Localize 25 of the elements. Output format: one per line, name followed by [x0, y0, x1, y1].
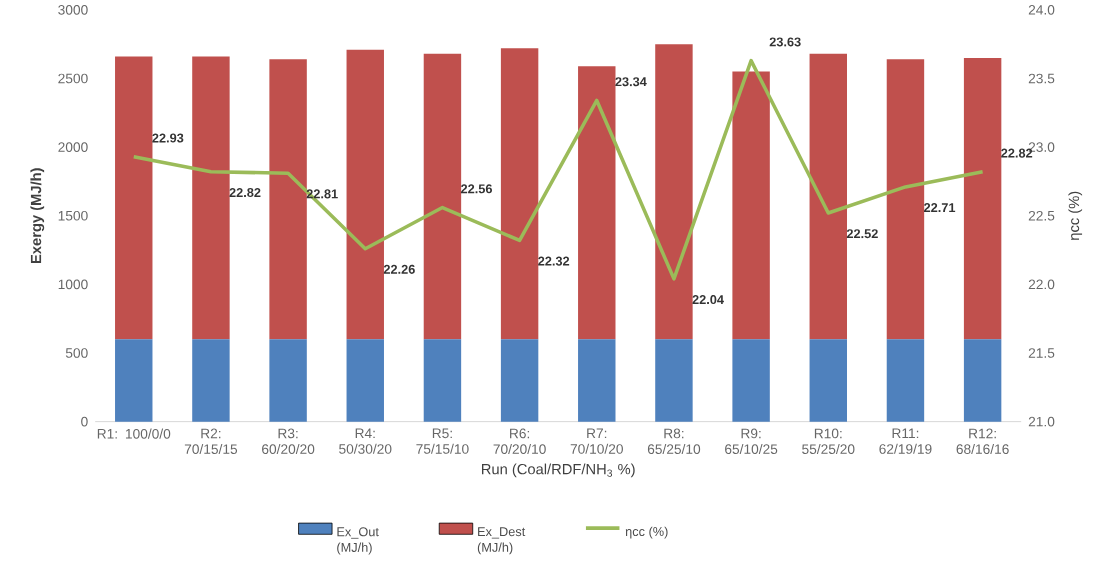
bar	[809, 54, 847, 340]
bar	[423, 54, 462, 340]
bar	[963, 339, 1002, 422]
bar	[886, 59, 925, 340]
bar	[732, 339, 770, 422]
bar	[192, 339, 230, 422]
line-series	[131, 59, 985, 281]
bar	[732, 71, 770, 340]
bar	[500, 339, 539, 422]
bar	[500, 48, 539, 340]
bar	[346, 49, 384, 340]
bar	[655, 339, 693, 422]
bar	[809, 339, 847, 422]
bar	[963, 58, 1002, 340]
bar	[115, 339, 153, 422]
bar	[269, 59, 307, 340]
bar	[269, 339, 307, 422]
bar	[192, 56, 230, 340]
bar	[423, 339, 462, 422]
bar	[655, 44, 693, 340]
bar	[346, 339, 384, 422]
bar	[578, 66, 616, 340]
bar	[115, 56, 153, 340]
bar	[578, 339, 616, 422]
bar	[886, 339, 925, 422]
